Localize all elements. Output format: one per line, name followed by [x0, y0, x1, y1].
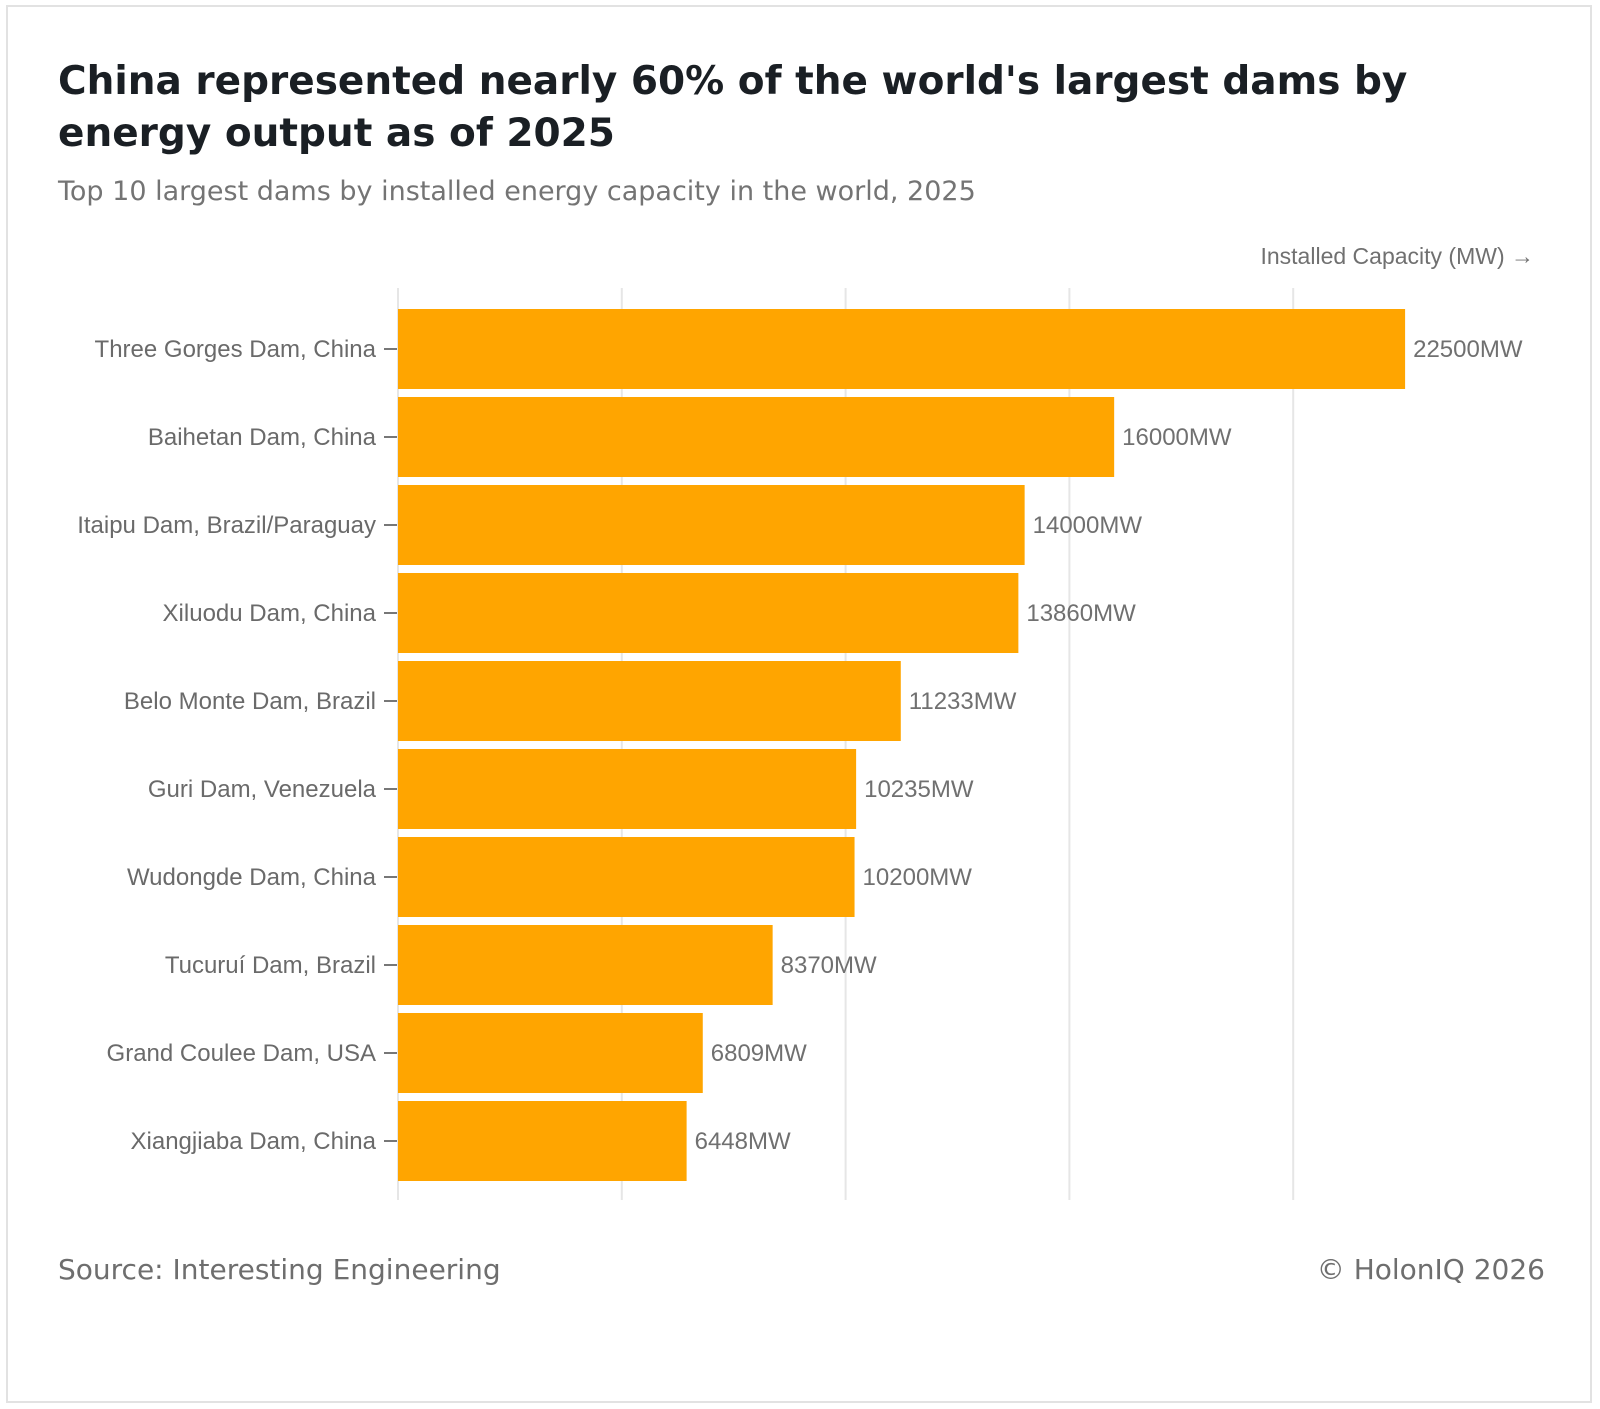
value-label: 11233MW	[909, 688, 1017, 715]
x-axis-label: Installed Capacity (MW) →	[1260, 243, 1534, 269]
bar	[398, 925, 773, 1005]
category-label: Guri Dam, Venezuela	[148, 776, 377, 803]
category-label: Xiangjiaba Dam, China	[131, 1128, 377, 1155]
value-label: 6448MW	[695, 1128, 791, 1155]
category-label: Tucuruí Dam, Brazil	[165, 952, 376, 979]
bar	[398, 1101, 687, 1181]
source-note: Source: Interesting Engineering	[58, 1253, 501, 1286]
value-labels: 22500MW 16000MW 14000MW 13860MW 11233MW 10235…	[695, 336, 1523, 1155]
chart-subtitle: Top 10 largest dams by installed energy …	[58, 176, 976, 207]
bar	[398, 573, 1019, 653]
value-label: 6809MW	[711, 1040, 807, 1067]
bar	[398, 309, 1406, 389]
value-label: 13860MW	[1026, 600, 1136, 627]
chart-title: China represented nearly 60% of the worl…	[58, 59, 1408, 156]
bar	[398, 485, 1025, 565]
bars	[398, 309, 1406, 1181]
category-label: Belo Monte Dam, Brazil	[124, 688, 376, 715]
category-label: Grand Coulee Dam, USA	[107, 1040, 376, 1067]
category-label: Itaipu Dam, Brazil/Paraguay	[77, 512, 376, 539]
bar	[398, 1013, 703, 1093]
bar	[398, 661, 901, 741]
category-label: Wudongde Dam, China	[127, 864, 377, 891]
copyright-note: © HolonIQ 2026	[1316, 1253, 1545, 1286]
value-label: 16000MW	[1122, 424, 1232, 451]
bar	[398, 397, 1115, 477]
value-label: 14000MW	[1033, 512, 1143, 539]
value-label: 8370MW	[781, 952, 877, 979]
category-label: Three Gorges Dam, China	[95, 336, 377, 363]
category-label: Xiluodu Dam, China	[163, 600, 377, 627]
bar	[398, 837, 855, 917]
value-label: 22500MW	[1413, 336, 1523, 363]
category-labels: Three Gorges Dam, China Baihetan Dam, Chi…	[77, 336, 397, 1155]
value-label: 10235MW	[864, 776, 974, 803]
value-label: 10200MW	[863, 864, 973, 891]
bar	[398, 749, 857, 829]
category-label: Baihetan Dam, China	[148, 424, 377, 451]
